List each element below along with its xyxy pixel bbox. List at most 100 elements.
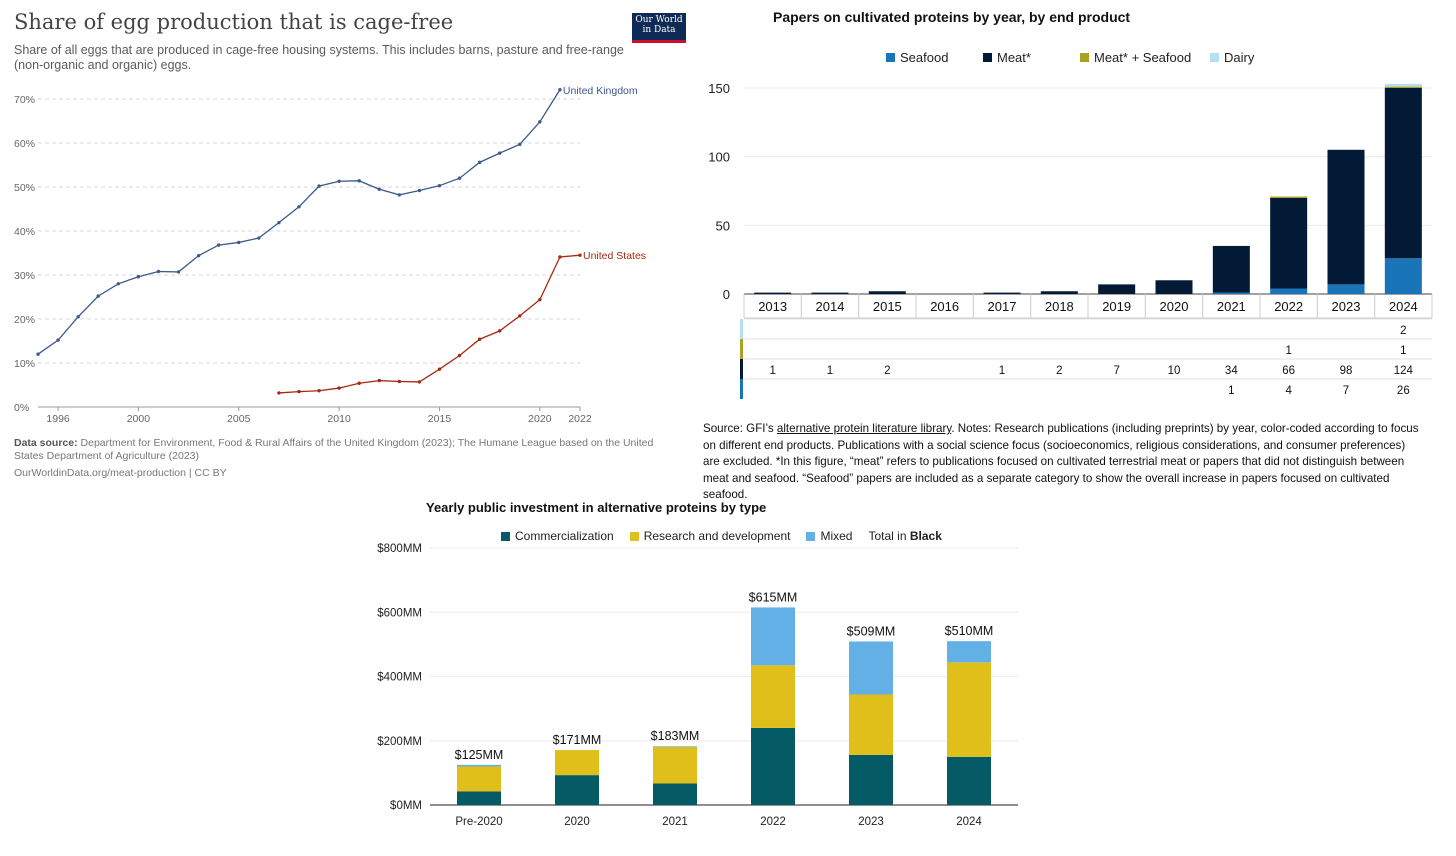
- bar-meat-2022[interactable]: [1270, 197, 1308, 289]
- bar-mixed-2021[interactable]: [653, 746, 697, 747]
- line-united-states[interactable]: [278, 254, 581, 394]
- bar-meat-2024[interactable]: [1384, 88, 1422, 259]
- bar-research-and-development-pre-2020[interactable]: [457, 766, 501, 792]
- point-united-kingdom[interactable]: [116, 282, 120, 286]
- papers-y-tick: 150: [708, 81, 730, 96]
- investment-x-tick: Pre-2020: [455, 816, 502, 828]
- bar-seafood-2021[interactable]: [1212, 292, 1250, 294]
- legend-seafood[interactable]: Seafood: [886, 50, 983, 65]
- point-united-kingdom[interactable]: [498, 151, 502, 155]
- point-united-kingdom[interactable]: [538, 120, 542, 124]
- point-united-kingdom[interactable]: [518, 142, 522, 147]
- bar-research-and-development-2022[interactable]: [751, 665, 795, 728]
- bar-meat-2017[interactable]: [983, 292, 1021, 294]
- bar-mixed-2022[interactable]: [751, 607, 795, 666]
- bar-research-and-development-2023[interactable]: [849, 694, 893, 755]
- legend-meat[interactable]: Meat*: [983, 50, 1080, 65]
- point-united-states[interactable]: [518, 314, 522, 318]
- bar-meat-2021[interactable]: [1212, 245, 1250, 293]
- point-united-states[interactable]: [558, 255, 562, 259]
- legend-meat-seafood[interactable]: Meat* + Seafood: [1080, 50, 1210, 65]
- investment-y-tick: $200MM: [377, 736, 422, 748]
- point-united-states[interactable]: [417, 380, 422, 384]
- point-united-states[interactable]: [457, 353, 462, 358]
- point-united-kingdom[interactable]: [257, 236, 261, 240]
- legend-dairy[interactable]: Dairy: [1210, 50, 1300, 65]
- point-united-kingdom[interactable]: [397, 193, 402, 197]
- legend-mixed[interactable]: Mixed: [806, 529, 852, 543]
- bar-mixed-2023[interactable]: [849, 641, 893, 695]
- bar-seafood-2024[interactable]: [1384, 258, 1422, 294]
- owid-url[interactable]: OurWorldinData.org/meat-production | CC …: [14, 467, 227, 479]
- bar-meat-2018[interactable]: [1040, 291, 1078, 294]
- point-united-kingdom[interactable]: [337, 179, 341, 183]
- point-united-states[interactable]: [277, 391, 281, 395]
- bar-dairy-2024[interactable]: [1384, 83, 1422, 87]
- bar-commercialization-2024[interactable]: [947, 756, 991, 805]
- bar-commercialization-pre-2020[interactable]: [457, 791, 501, 805]
- legend-commercialization[interactable]: Commercialization: [501, 529, 614, 543]
- point-united-states[interactable]: [437, 367, 442, 371]
- point-united-kingdom[interactable]: [76, 315, 80, 319]
- point-united-states[interactable]: [377, 378, 381, 383]
- point-united-kingdom[interactable]: [56, 338, 60, 342]
- investment-x-tick: 2024: [956, 816, 982, 828]
- literature-library-link[interactable]: alternative protein literature library: [776, 422, 952, 435]
- owid-source-text: Department for Environment, Food & Rural…: [14, 437, 654, 462]
- point-united-states[interactable]: [578, 253, 582, 257]
- line-united-kingdom[interactable]: [37, 89, 561, 355]
- bar-commercialization-2023[interactable]: [849, 754, 893, 805]
- bar-meat-2014[interactable]: [811, 292, 849, 294]
- point-united-kingdom[interactable]: [216, 243, 221, 247]
- bar-commercialization-2021[interactable]: [653, 783, 697, 805]
- point-united-kingdom[interactable]: [477, 160, 482, 165]
- point-united-kingdom[interactable]: [377, 187, 381, 191]
- point-united-kingdom[interactable]: [277, 220, 281, 225]
- bar-research-and-development-2024[interactable]: [947, 662, 991, 757]
- bar-meat-2019[interactable]: [1098, 284, 1136, 294]
- bar-commercialization-2022[interactable]: [751, 727, 795, 805]
- owid-series: United Kingdom United States: [36, 85, 646, 395]
- papers-table-cell: 1: [999, 365, 1005, 377]
- bar-mixed-2024[interactable]: [947, 641, 991, 663]
- point-united-states[interactable]: [477, 337, 482, 341]
- bar-seafood-2022[interactable]: [1270, 288, 1308, 294]
- point-united-kingdom[interactable]: [457, 176, 462, 180]
- papers-x-tick: 2019: [1102, 299, 1131, 314]
- point-united-kingdom[interactable]: [136, 275, 141, 279]
- point-united-states[interactable]: [297, 389, 301, 394]
- bar-seafood-2023[interactable]: [1327, 284, 1365, 294]
- point-united-kingdom[interactable]: [196, 253, 201, 258]
- point-united-kingdom[interactable]: [558, 88, 562, 92]
- point-united-kingdom[interactable]: [36, 352, 40, 356]
- point-united-kingdom[interactable]: [357, 179, 361, 183]
- papers-axis: 0 50 100 150 2013 2014 2015 2016 2017 2018 2019 202…: [708, 81, 1432, 314]
- bar-mixed-pre-2020[interactable]: [457, 764, 501, 767]
- point-united-states[interactable]: [498, 329, 502, 333]
- bar-meat-seafood-2022[interactable]: [1270, 196, 1308, 198]
- bar-meat-seafood-2024[interactable]: [1384, 86, 1422, 88]
- point-united-states[interactable]: [337, 386, 341, 390]
- point-united-kingdom[interactable]: [437, 183, 442, 188]
- point-united-kingdom[interactable]: [96, 294, 100, 298]
- bar-meat-2020[interactable]: [1155, 280, 1193, 294]
- legend-research-and-development[interactable]: Research and development: [629, 529, 790, 543]
- point-united-states[interactable]: [357, 381, 361, 385]
- owid-logo[interactable]: Our World in Data: [632, 13, 686, 43]
- bar-meat-2015[interactable]: [868, 291, 906, 294]
- point-united-kingdom[interactable]: [156, 269, 161, 274]
- bar-meat-2023[interactable]: [1327, 149, 1365, 285]
- investment-total-label: $125MM: [455, 748, 504, 762]
- bar-meat-2013[interactable]: [754, 292, 792, 294]
- point-united-states[interactable]: [397, 379, 402, 384]
- point-united-kingdom[interactable]: [176, 270, 181, 274]
- bar-research-and-development-2021[interactable]: [653, 746, 697, 784]
- point-united-states[interactable]: [538, 297, 542, 302]
- bar-research-and-development-2020[interactable]: [555, 750, 599, 776]
- bar-commercialization-2020[interactable]: [555, 775, 599, 805]
- point-united-kingdom[interactable]: [417, 188, 422, 193]
- point-united-kingdom[interactable]: [237, 240, 241, 245]
- point-united-states[interactable]: [317, 389, 321, 393]
- point-united-kingdom[interactable]: [297, 205, 301, 209]
- point-united-kingdom[interactable]: [317, 184, 321, 188]
